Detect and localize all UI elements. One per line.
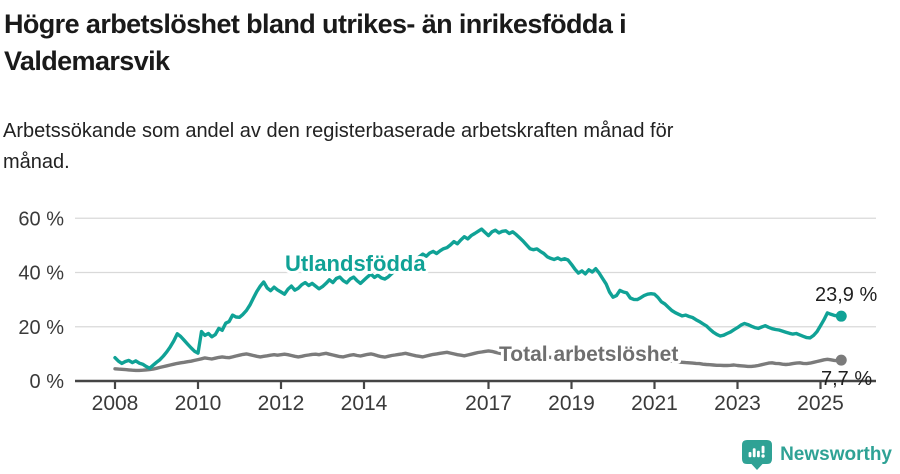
x-axis-tick-label: 2023: [714, 392, 761, 415]
chart-title-line-2: Valdemarsvik: [4, 46, 170, 76]
chart-subtitle-line-1: Arbetssökande som andel av den registerb…: [3, 120, 674, 142]
x-axis-tick-label: 2012: [258, 392, 305, 415]
series-label-total-arbetsloshet: Total arbetslöshet: [499, 343, 678, 366]
chart-title: Högre arbetslöshet bland utrikes- än inr…: [4, 6, 884, 80]
end-dot-utlandsfodda: [835, 310, 847, 322]
end-value-label-total-arbetsloshet: 7,7 %: [821, 368, 872, 390]
newsworthy-logo-icon: [742, 440, 773, 470]
brand-footer[interactable]: Newsworthy: [742, 440, 892, 470]
y-axis-tick-label: 60 %: [18, 208, 64, 230]
x-axis-tick-label: 2010: [175, 392, 222, 415]
y-axis-tick-label: 20 %: [18, 317, 64, 339]
x-axis-tick-label: 2025: [797, 392, 844, 415]
chart-title-line-1: Högre arbetslöshet bland utrikes- än inr…: [4, 9, 627, 39]
x-axis-tick-label: 2008: [92, 392, 139, 415]
y-axis-tick-label: 0 %: [30, 371, 65, 393]
chart-subtitle: Arbetssökande som andel av den registerb…: [3, 116, 883, 178]
brand-name: Newsworthy: [780, 444, 892, 465]
chart-subtitle-line-2: månad.: [3, 151, 70, 173]
end-value-label-utlandsfodda: 23,9 %: [815, 284, 877, 306]
series-label-utlandsfodda: Utlandsfödda: [285, 251, 426, 276]
x-axis-tick-label: 2017: [465, 392, 512, 415]
x-axis-tick-label: 2019: [548, 392, 595, 415]
series-line-utlandsfodda: [113, 227, 843, 370]
series-line-total-arbetsloshet: [113, 349, 843, 373]
y-axis-tick-label: 40 %: [18, 263, 64, 285]
x-axis-tick-label: 2014: [341, 392, 388, 415]
x-axis-tick-label: 2021: [631, 392, 678, 415]
end-dot-total-arbetsloshet: [835, 354, 847, 366]
